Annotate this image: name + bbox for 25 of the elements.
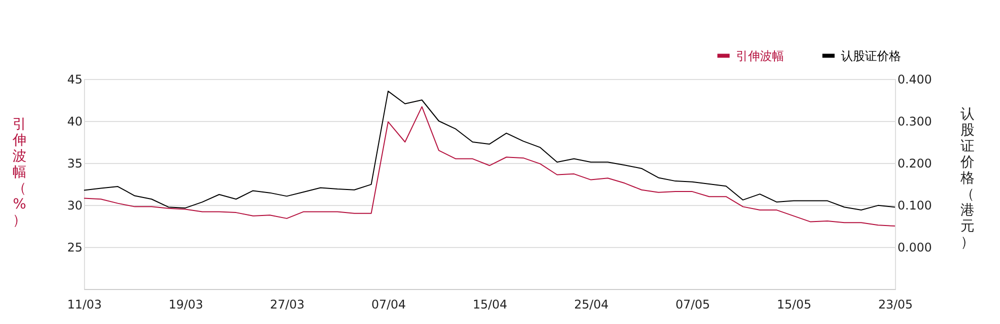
y2-tick-label: 0.000 [898, 240, 932, 254]
x-tick-label: 23/05 [878, 298, 913, 312]
x-tick-label: 11/03 [67, 298, 102, 312]
line-series [84, 106, 896, 226]
x-tick-label: 07/04 [371, 298, 406, 312]
x-tick-label: 27/03 [270, 298, 305, 312]
x-tick-label: 19/03 [168, 298, 204, 312]
y-tick-label: 30 [67, 198, 82, 212]
y2-tick-label: 0.200 [898, 156, 932, 170]
y2-tick-label: 0.100 [898, 198, 932, 212]
y-tick-label: 25 [67, 240, 82, 254]
y2-tick-label: 0.300 [898, 114, 932, 128]
x-tick-label: 15/04 [472, 298, 508, 312]
y-tick-label: 40 [67, 114, 82, 128]
y2-tick-label: 0.400 [898, 72, 932, 86]
text: 认股证价格（港元） [960, 106, 974, 250]
legend-label: 认股证价格 [841, 48, 901, 63]
line-series [84, 90, 896, 211]
y-tick-label: 35 [67, 156, 82, 170]
legend-label: 引伸波幅 [736, 48, 784, 63]
y-tick-label: 45 [67, 72, 82, 86]
x-tick-label: 15/05 [776, 298, 812, 312]
x-tick-label: 25/04 [574, 298, 609, 312]
x-tick-label: 07/05 [675, 298, 710, 312]
y-axis-title: 引伸波幅（%） [12, 116, 26, 228]
